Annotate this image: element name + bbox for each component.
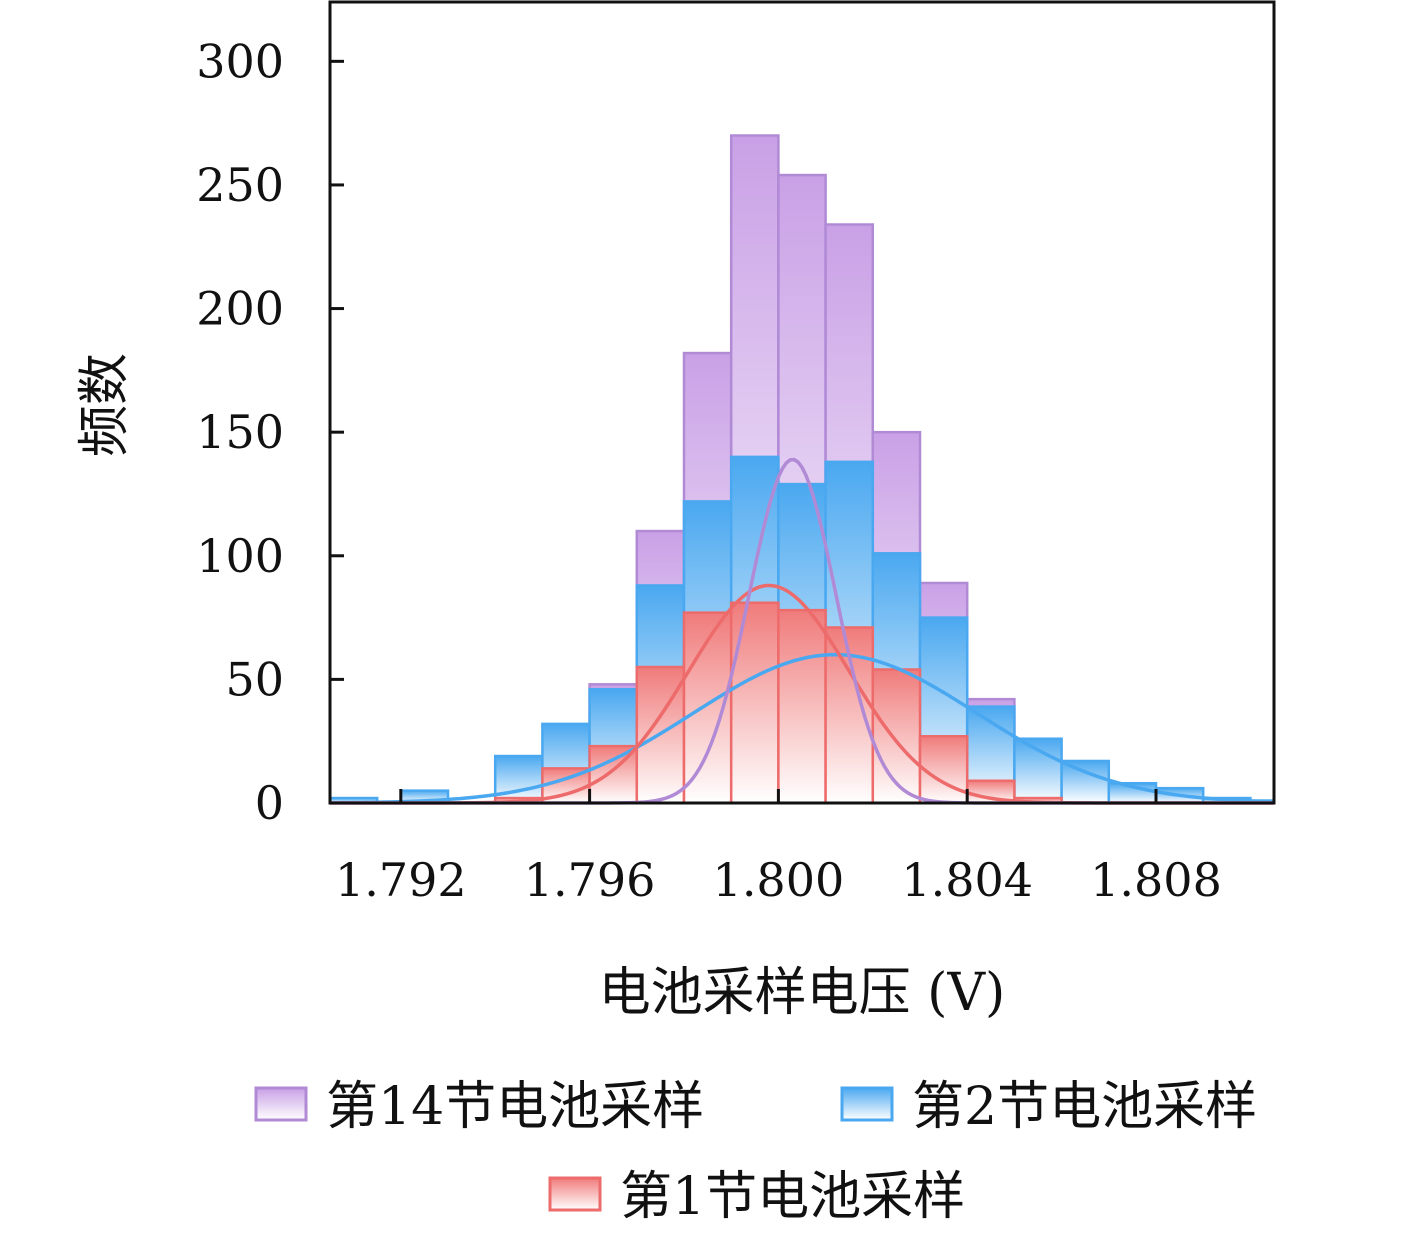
x-tick-label: 1.800 bbox=[713, 853, 845, 907]
bar-series-2-bin-6 bbox=[777, 608, 827, 805]
legend-swatch-series-0 bbox=[254, 1086, 308, 1122]
ticks-layer: 0 50 100 150 200 250 300 1.792 1.796 1.800 1.804 1.… bbox=[196, 34, 1222, 907]
y-tick-label: 300 bbox=[196, 34, 284, 88]
x-tick-label: 1.804 bbox=[901, 853, 1033, 907]
y-axis-title: 频数 bbox=[75, 353, 135, 457]
y-tick-label: 0 bbox=[255, 776, 284, 830]
x-tick-label: 1.796 bbox=[524, 853, 656, 907]
bar-series-2-bin-9 bbox=[918, 735, 969, 805]
legend-swatch-series-2 bbox=[548, 1176, 602, 1212]
legend-label-series-2: 第1节电池采样 bbox=[620, 1167, 965, 1227]
bar-series-2-bin-5 bbox=[729, 601, 780, 805]
y-tick-label: 100 bbox=[196, 529, 284, 583]
bars-layer bbox=[328, 134, 1276, 805]
legend-label-series-1: 第2节电池采样 bbox=[912, 1077, 1257, 1137]
y-tick-label: 150 bbox=[196, 405, 284, 459]
legend: 第14节电池采样 第2节电池采样 第1节电池采样 bbox=[254, 1077, 1257, 1227]
x-axis-title: 电池采样电压 (V) bbox=[599, 963, 1006, 1023]
y-tick-label: 50 bbox=[225, 652, 284, 706]
legend-label-series-0: 第14节电池采样 bbox=[326, 1077, 704, 1137]
x-tick-label: 1.808 bbox=[1090, 853, 1222, 907]
fit-curve-series-1 bbox=[329, 652, 1275, 805]
plot-frame bbox=[328, 0, 1276, 805]
y-tick-label: 250 bbox=[196, 158, 284, 212]
legend-swatch-series-1 bbox=[840, 1086, 894, 1122]
y-tick-label: 200 bbox=[196, 282, 284, 336]
x-tick-label: 1.792 bbox=[335, 853, 467, 907]
bar-series-1-bin-2 bbox=[493, 754, 544, 805]
bar-series-1-bin-14 bbox=[1060, 759, 1111, 805]
